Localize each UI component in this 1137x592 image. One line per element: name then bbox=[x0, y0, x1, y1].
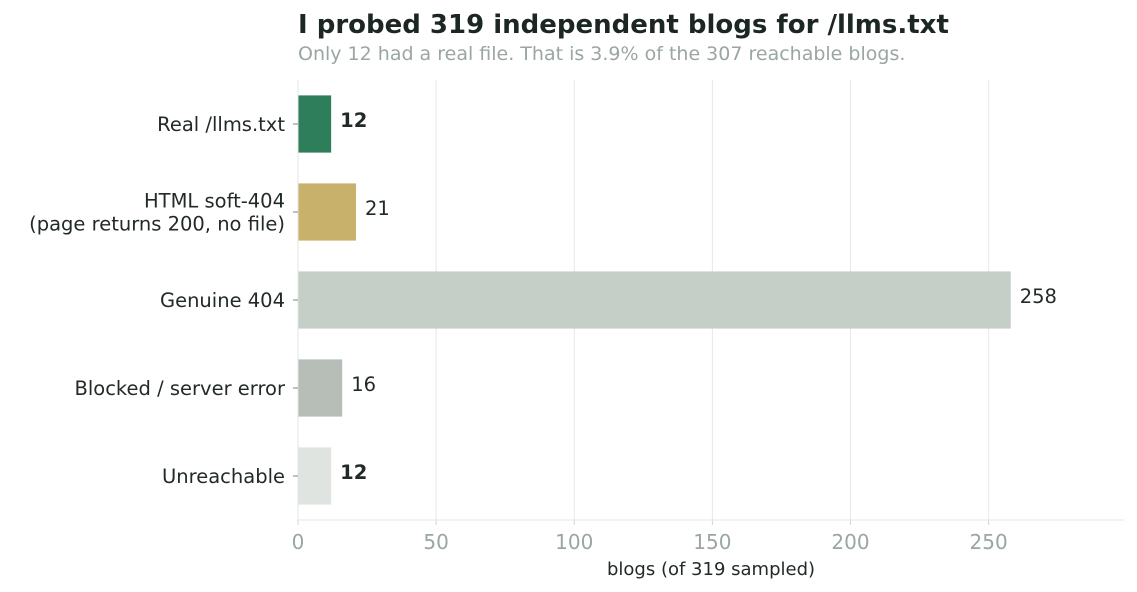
value-label: 21 bbox=[365, 197, 390, 220]
category-label-line: Blocked / server error bbox=[74, 377, 286, 400]
chart-subtitle: Only 12 had a real file. That is 3.9% of… bbox=[298, 43, 905, 65]
chart-title: I probed 319 independent blogs for /llms… bbox=[298, 10, 949, 40]
category-label: Genuine 404 bbox=[160, 289, 285, 312]
x-axis: 0 50 100 150 200 250 bbox=[292, 80, 1124, 554]
value-label: 258 bbox=[1020, 285, 1057, 308]
bar bbox=[298, 95, 332, 153]
value-labels: 12 21 258 16 12 bbox=[340, 109, 1057, 484]
category-labels: Real /llms.txt HTML soft-404 (page returns… bbox=[29, 113, 286, 488]
category-label: HTML soft-404 (page returns 200, no file) bbox=[29, 190, 285, 236]
category-label-line: Unreachable bbox=[162, 465, 285, 488]
category-label: Real /llms.txt bbox=[157, 113, 285, 136]
category-label-line: (page returns 200, no file) bbox=[29, 213, 285, 236]
x-tick-label: 100 bbox=[555, 530, 593, 554]
bars bbox=[298, 95, 1011, 505]
category-label-line: Genuine 404 bbox=[160, 289, 285, 312]
x-tick-label: 50 bbox=[423, 530, 448, 554]
value-label: 12 bbox=[340, 109, 367, 132]
bar bbox=[298, 359, 343, 417]
bar bbox=[298, 447, 332, 505]
x-tick-label: 150 bbox=[693, 530, 731, 554]
value-label: 12 bbox=[340, 461, 367, 484]
category-label: Unreachable bbox=[162, 465, 285, 488]
x-axis-label: blogs (of 319 sampled) bbox=[607, 559, 815, 580]
category-label: Blocked / server error bbox=[74, 377, 286, 400]
bar bbox=[298, 183, 357, 241]
bar bbox=[298, 271, 1011, 329]
x-tick-label: 250 bbox=[970, 530, 1008, 554]
category-label-line: Real /llms.txt bbox=[157, 113, 285, 136]
category-label-line: HTML soft-404 bbox=[144, 190, 285, 213]
value-label: 16 bbox=[351, 373, 376, 396]
x-tick-label: 200 bbox=[831, 530, 869, 554]
x-tick-label: 0 bbox=[292, 530, 305, 554]
